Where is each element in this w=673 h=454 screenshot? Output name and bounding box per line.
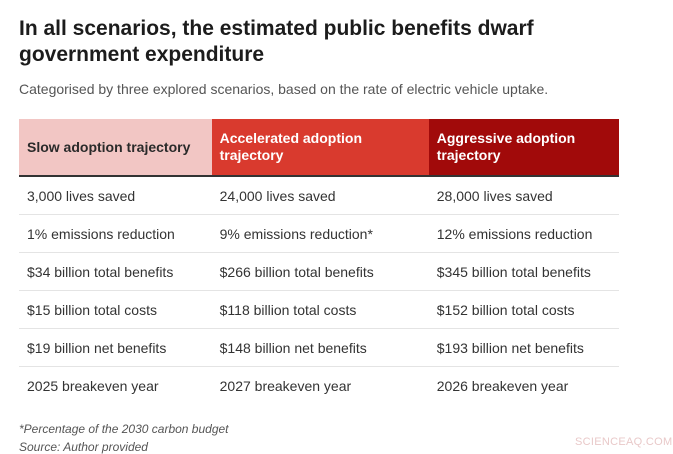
table-cell: 28,000 lives saved (428, 175, 619, 215)
footnote: *Percentage of the 2030 carbon budget (19, 422, 229, 436)
table-cell: $148 billion net benefits (211, 328, 429, 367)
table-cell: $15 billion total costs (19, 290, 212, 329)
table-cell: 1% emissions reduction (19, 214, 212, 253)
table-row-emissions-reduction: 1% emissions reduction 9% emissions redu… (19, 214, 619, 253)
table-row-breakeven-year: 2025 breakeven year 2027 breakeven year … (19, 366, 619, 404)
table-cell: $152 billion total costs (428, 290, 619, 329)
watermark: SCIENCEAQ.COM (575, 436, 673, 448)
table-cell: $118 billion total costs (211, 290, 429, 329)
table-cell: 24,000 lives saved (211, 175, 429, 215)
chart-subtitle: Categorised by three explored scenarios,… (19, 81, 549, 97)
table-header-row: Slow adoption trajectory Accelerated ado… (19, 119, 619, 176)
header-accelerated-adoption: Accelerated adoption trajectory (211, 119, 429, 176)
table-cell: 2026 breakeven year (428, 366, 619, 404)
chart-title: In all scenarios, the estimated public b… (19, 17, 534, 66)
table-cell: $193 billion net benefits (428, 328, 619, 367)
header-aggressive-adoption: Aggressive adoption trajectory (428, 119, 619, 176)
table-row-lives-saved: 3,000 lives saved 24,000 lives saved 28,… (19, 175, 619, 215)
table-cell: $19 billion net benefits (19, 328, 212, 367)
table-cell: 2027 breakeven year (211, 366, 429, 404)
table-cell: 2025 breakeven year (19, 366, 212, 404)
table-cell: $345 billion total benefits (428, 252, 619, 291)
table-cell: 12% emissions reduction (428, 214, 619, 253)
scenario-table: Slow adoption trajectory Accelerated ado… (19, 119, 619, 404)
table-row-total-benefits: $34 billion total benefits $266 billion … (19, 252, 619, 291)
table-row-total-costs: $15 billion total costs $118 billion tot… (19, 290, 619, 329)
table-cell: 3,000 lives saved (19, 175, 212, 215)
table-row-net-benefits: $19 billion net benefits $148 billion ne… (19, 328, 619, 367)
source-note: Source: Author provided (19, 440, 148, 454)
table-cell: 9% emissions reduction* (211, 214, 429, 253)
table-cell: $34 billion total benefits (19, 252, 212, 291)
header-slow-adoption: Slow adoption trajectory (19, 119, 212, 176)
table-cell: $266 billion total benefits (211, 252, 429, 291)
